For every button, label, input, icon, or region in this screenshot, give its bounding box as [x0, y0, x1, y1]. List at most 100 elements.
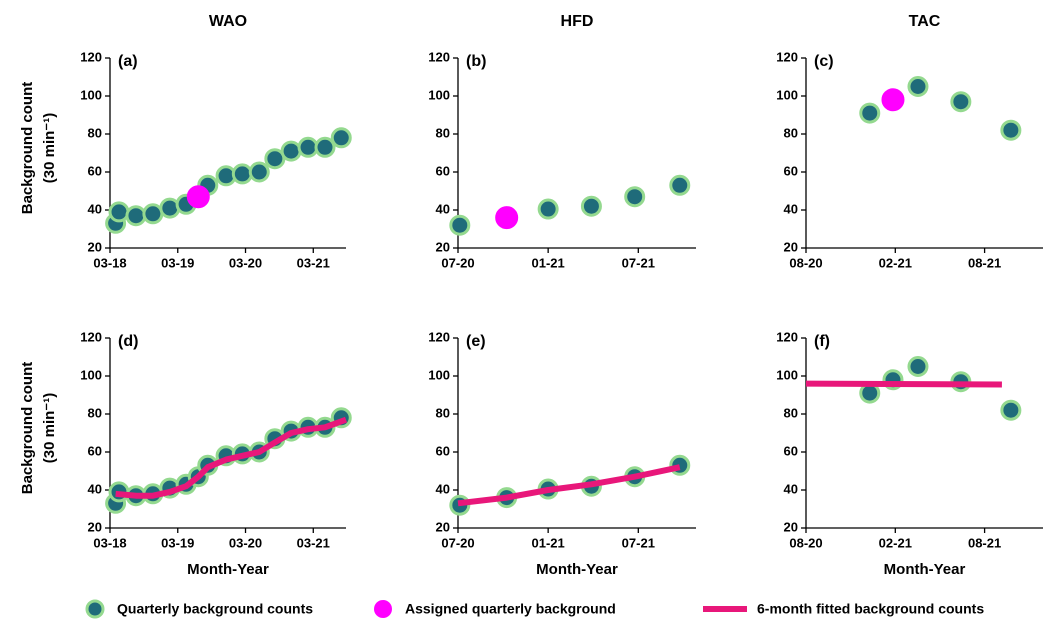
x-tick-label: 02-21	[879, 255, 912, 270]
y-tick-label: 60	[784, 163, 798, 178]
panel-label: (f)	[814, 333, 830, 350]
y-tick-label: 40	[436, 201, 450, 216]
x-tick-label: 07-20	[441, 535, 474, 550]
x-tick-label: 03-18	[93, 255, 126, 270]
y-tick-label: 80	[784, 125, 798, 140]
marker	[297, 136, 319, 158]
legend: Quarterly background counts Assigned qua…	[85, 599, 984, 619]
y-tick-label: 20	[784, 519, 798, 534]
x-tick-label: 08-20	[789, 255, 822, 270]
y-tick-label: 100	[428, 367, 450, 382]
y-tick-label: 40	[784, 201, 798, 216]
marker	[881, 88, 905, 112]
panel: 20 40 60 80 100 120 07-20 01-21 07-21 HFD (b)	[428, 13, 696, 270]
panel-label: (c)	[814, 53, 834, 70]
marker	[537, 198, 559, 220]
y-tick-label: 60	[436, 443, 450, 458]
panel: 20 40 60 80 100 120 03-18 03-19 03-20 03-21 WAO (a)…	[19, 13, 352, 270]
x-axis-label: Month-Year	[187, 561, 269, 578]
y-tick-label: 80	[436, 405, 450, 420]
marker	[669, 174, 691, 196]
legend-label: Quarterly background counts	[117, 601, 313, 617]
y-tick-label: 100	[776, 87, 798, 102]
marker	[330, 127, 352, 149]
y-tick-label: 20	[436, 519, 450, 534]
marker	[859, 102, 881, 124]
y-axis-label: (30 min⁻¹)	[41, 393, 58, 463]
column-title: WAO	[209, 13, 247, 30]
marker	[280, 140, 302, 162]
x-tick-label: 03-20	[229, 535, 262, 550]
x-tick-label: 03-21	[297, 255, 330, 270]
y-tick-label: 120	[776, 49, 798, 64]
y-tick-label: 100	[776, 367, 798, 382]
marker	[142, 203, 164, 225]
marker	[950, 91, 972, 113]
x-tick-label: 07-21	[622, 535, 655, 550]
y-tick-label: 60	[784, 443, 798, 458]
x-tick-label: 01-21	[532, 535, 565, 550]
y-tick-label: 80	[784, 405, 798, 420]
x-tick-label: 08-21	[968, 255, 1001, 270]
x-tick-label: 01-21	[532, 255, 565, 270]
fitted-line	[115, 416, 348, 499]
fitted-line	[457, 464, 681, 507]
x-tick-label: 07-20	[441, 255, 474, 270]
y-tick-label: 60	[436, 163, 450, 178]
marker	[495, 206, 519, 230]
panel-label: (e)	[466, 333, 486, 350]
panel: 20 40 60 80 100 120 07-20 01-21 07-21 (e) Month-Ye…	[428, 329, 696, 578]
panel-label: (d)	[118, 333, 138, 350]
marker	[1000, 399, 1022, 421]
y-axis-label: Background count	[19, 362, 36, 495]
x-tick-label: 03-21	[297, 535, 330, 550]
y-axis-label: (30 min⁻¹)	[41, 113, 58, 183]
y-tick-label: 40	[88, 201, 102, 216]
y-tick-label: 40	[88, 481, 102, 496]
legend-label: Assigned quarterly background	[405, 601, 616, 617]
panel: 20 40 60 80 100 120 08-20 02-21 08-21 TAC (c)	[776, 13, 1043, 270]
y-tick-label: 120	[428, 49, 450, 64]
y-tick-label: 100	[80, 367, 102, 382]
y-tick-label: 120	[428, 329, 450, 344]
marker	[314, 136, 336, 158]
y-tick-label: 80	[88, 125, 102, 140]
marker	[580, 195, 602, 217]
x-tick-label: 03-19	[161, 535, 194, 550]
panel-label: (a)	[118, 53, 138, 70]
y-tick-label: 120	[80, 329, 102, 344]
y-tick-label: 120	[80, 49, 102, 64]
marker	[125, 205, 147, 227]
x-tick-label: 03-20	[229, 255, 262, 270]
x-tick-label: 03-18	[93, 535, 126, 550]
x-axis-label: Month-Year	[536, 561, 618, 578]
fitted-line	[805, 380, 1002, 388]
marker	[248, 161, 270, 183]
x-tick-label: 08-21	[968, 535, 1001, 550]
marker	[1000, 119, 1022, 141]
y-tick-label: 20	[436, 239, 450, 254]
y-tick-label: 80	[88, 405, 102, 420]
y-tick-label: 20	[88, 239, 102, 254]
x-tick-label: 02-21	[879, 535, 912, 550]
column-title: HFD	[561, 13, 594, 30]
legend-label: 6-month fitted background counts	[757, 601, 984, 617]
y-axis-label: Background count	[19, 82, 36, 215]
y-tick-label: 20	[88, 519, 102, 534]
marker	[231, 163, 253, 185]
legend-marker	[374, 600, 392, 618]
y-tick-label: 60	[88, 163, 102, 178]
y-tick-label: 20	[784, 239, 798, 254]
x-tick-label: 08-20	[789, 535, 822, 550]
y-tick-label: 40	[436, 481, 450, 496]
x-axis-label: Month-Year	[884, 561, 966, 578]
marker	[624, 186, 646, 208]
marker	[449, 214, 471, 236]
x-tick-label: 03-19	[161, 255, 194, 270]
marker	[907, 76, 929, 97]
column-title: TAC	[909, 13, 941, 30]
legend-marker	[85, 599, 105, 619]
marker	[907, 356, 929, 377]
y-tick-label: 100	[80, 87, 102, 102]
